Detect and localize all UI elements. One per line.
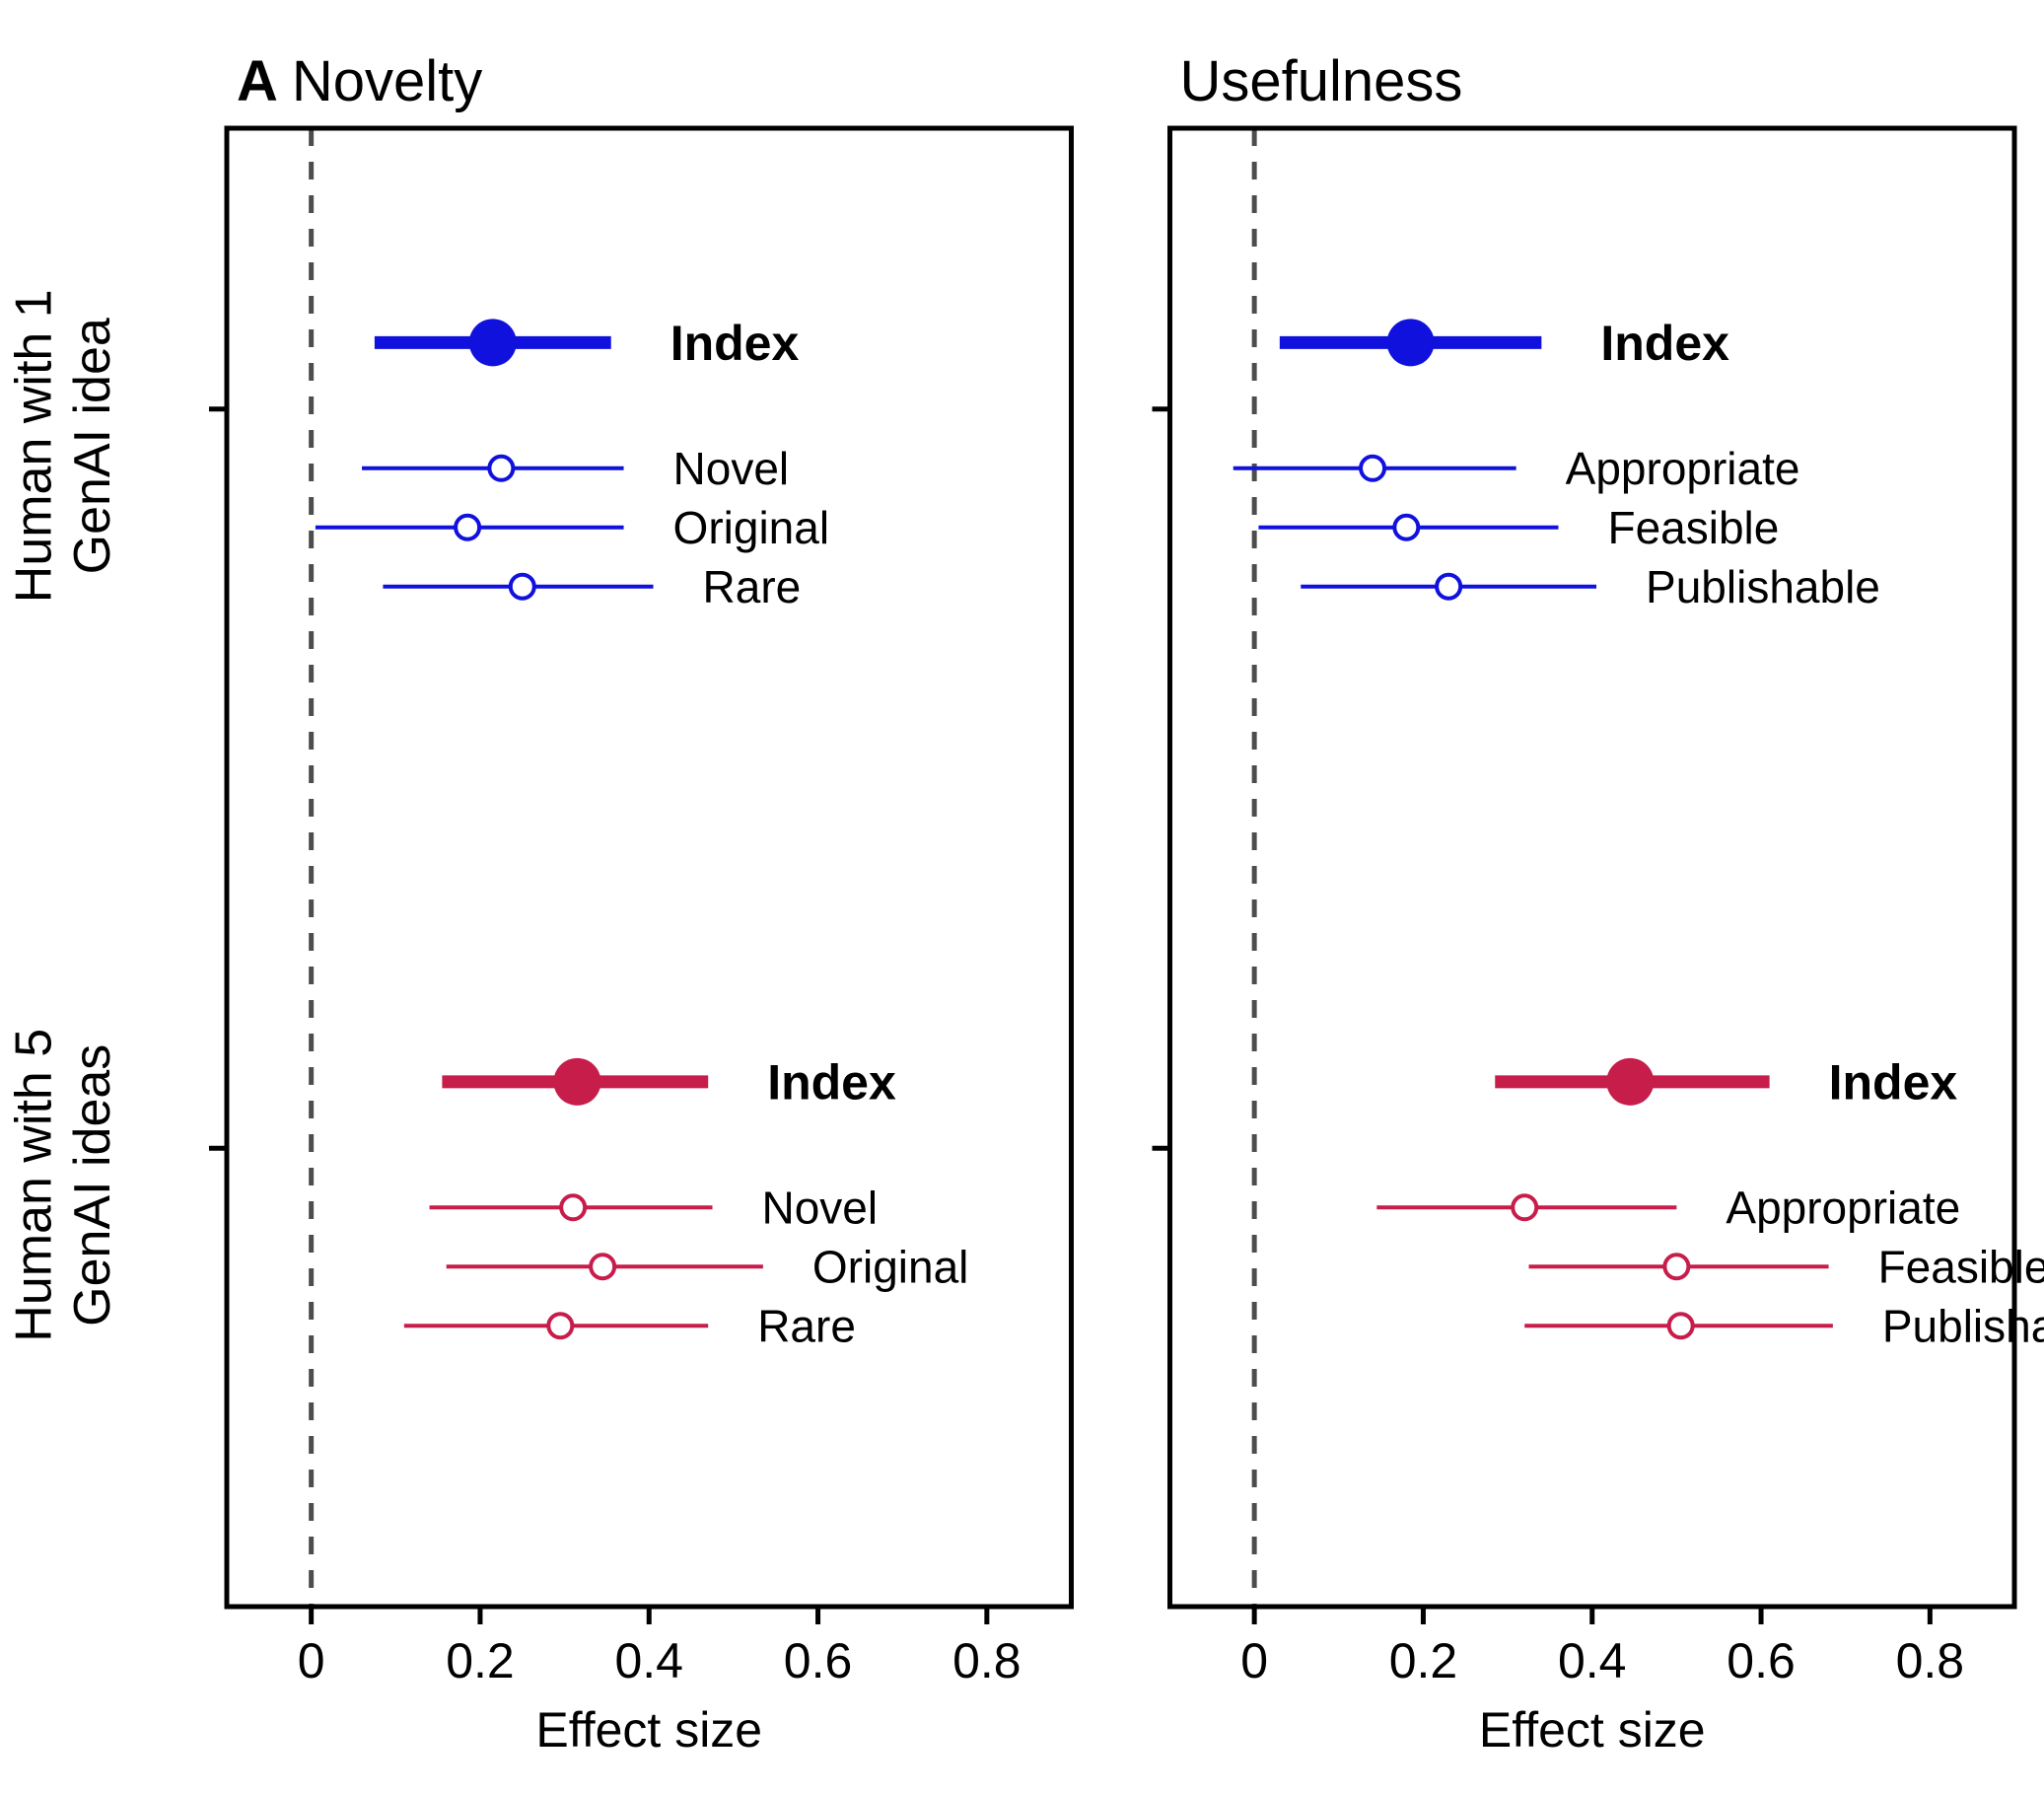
group-label-2: Human with 5GenAI ideas bbox=[5, 1029, 121, 1342]
series-label: Appropriate bbox=[1726, 1182, 1960, 1233]
x-tick-label: 0.8 bbox=[952, 1633, 1022, 1688]
x-tick-label: 0 bbox=[298, 1633, 325, 1688]
series-label: Rare bbox=[757, 1300, 856, 1351]
point bbox=[1664, 1255, 1688, 1278]
x-tick-label: 0.6 bbox=[1727, 1633, 1796, 1688]
series-label-index: Index bbox=[1600, 316, 1729, 371]
point bbox=[511, 575, 534, 599]
x-tick-label: 0.4 bbox=[1558, 1633, 1627, 1688]
point bbox=[1669, 1314, 1693, 1337]
series-label-index: Index bbox=[1829, 1054, 1958, 1110]
series-label: Novel bbox=[673, 443, 790, 494]
point-index bbox=[553, 1058, 600, 1106]
point bbox=[1394, 516, 1418, 539]
x-tick-label: 0.6 bbox=[784, 1633, 853, 1688]
series-label: Rare bbox=[703, 561, 802, 612]
point bbox=[1437, 575, 1460, 599]
x-tick-label: 0.2 bbox=[446, 1633, 515, 1688]
series-label: Appropriate bbox=[1566, 443, 1800, 494]
point bbox=[561, 1195, 585, 1219]
series-label: Original bbox=[812, 1241, 969, 1292]
x-tick-label: 0.4 bbox=[614, 1633, 683, 1688]
x-tick-label: 0 bbox=[1240, 1633, 1268, 1688]
point bbox=[548, 1314, 572, 1337]
series-label: Publishable bbox=[1646, 561, 1880, 612]
series-label-index: Index bbox=[767, 1054, 896, 1110]
point bbox=[1513, 1195, 1536, 1219]
x-tick-label: 0.2 bbox=[1389, 1633, 1458, 1688]
x-tick-label: 0.8 bbox=[1896, 1633, 1965, 1688]
forest-plot-figure: Human with 1GenAI idea Human with 5GenAI … bbox=[0, 0, 2044, 1794]
series-label-index: Index bbox=[670, 316, 800, 371]
point bbox=[1361, 457, 1384, 480]
point-index bbox=[1606, 1058, 1654, 1106]
point bbox=[456, 516, 479, 539]
x-axis-title: Effect size bbox=[535, 1702, 762, 1758]
series-label: Feasible bbox=[1878, 1241, 2044, 1292]
series-label: Novel bbox=[761, 1182, 878, 1233]
point bbox=[591, 1255, 614, 1278]
point-index bbox=[469, 319, 517, 366]
point bbox=[489, 457, 513, 480]
panel-title: A Novelty bbox=[237, 49, 482, 113]
x-axis-title: Effect size bbox=[1479, 1702, 1706, 1758]
chart-background bbox=[0, 0, 2044, 1794]
series-label: Publishable bbox=[1882, 1300, 2044, 1351]
group-label-1: Human with 1GenAI idea bbox=[5, 289, 121, 603]
series-label: Original bbox=[673, 502, 830, 553]
point-index bbox=[1387, 319, 1435, 366]
panel-title: Usefulness bbox=[1180, 49, 1463, 113]
series-label: Feasible bbox=[1607, 502, 1779, 553]
